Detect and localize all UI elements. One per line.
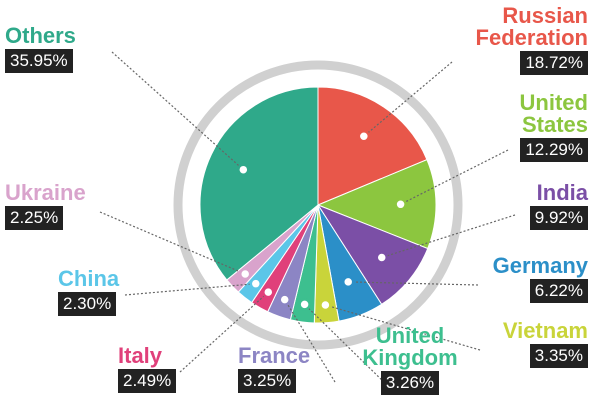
- slice-dot: [394, 198, 407, 211]
- slice-label: United States 12.29%: [448, 92, 588, 162]
- pie-slice: [316, 158, 437, 250]
- pie-slice: [316, 203, 429, 306]
- leader-line: [381, 214, 516, 259]
- slice-label: France 3.25%: [238, 345, 348, 393]
- value-label: 2.49%: [118, 369, 177, 393]
- slice-dot: [298, 298, 311, 311]
- value-label: 12.29%: [520, 138, 588, 162]
- slice-label: China 2.30%: [58, 268, 158, 316]
- value-label: 2.30%: [58, 292, 117, 316]
- value-label: 35.95%: [5, 49, 73, 73]
- pie-slice: [317, 86, 428, 206]
- slice-label: Others 35.95%: [5, 25, 125, 73]
- value-label: 3.26%: [380, 371, 440, 395]
- slice-label: Ukraine 2.25%: [5, 182, 125, 230]
- slice-dot: [375, 251, 388, 264]
- ring: [173, 60, 463, 350]
- slice-label: India 9.92%: [448, 182, 588, 230]
- value-label: 3.35%: [529, 344, 588, 368]
- category-label: United States: [519, 90, 588, 137]
- leader-line: [111, 51, 244, 171]
- leader-line: [348, 281, 479, 286]
- slice-label: United Kingdom 3.26%: [340, 325, 480, 395]
- slice-label: Italy 2.49%: [118, 345, 218, 393]
- slice-dot: [278, 293, 291, 306]
- value-label: 2.25%: [5, 206, 64, 230]
- category-label: Ukraine: [5, 180, 86, 205]
- slice-label: Vietnam 3.35%: [448, 320, 588, 368]
- leader-line: [325, 304, 481, 351]
- slice-dot: [262, 285, 275, 299]
- slice-dot: [357, 130, 371, 143]
- slice-dot: [319, 298, 332, 312]
- slice-dot: [249, 277, 263, 290]
- slice-dot: [237, 163, 250, 176]
- leader-line: [400, 149, 509, 205]
- value-label: 9.92%: [529, 206, 588, 230]
- category-label: China: [58, 266, 120, 291]
- category-label: Germany: [492, 253, 588, 278]
- category-label: India: [536, 180, 588, 205]
- slice-label: Germany 6.22%: [448, 255, 588, 303]
- category-label: United Kingdom: [362, 323, 458, 370]
- category-label: Italy: [118, 343, 163, 368]
- category-label: Russian Federation: [475, 3, 588, 50]
- leader-line: [363, 61, 453, 137]
- category-label: Vietnam: [502, 318, 588, 343]
- category-label: Others: [5, 23, 76, 48]
- slice-dot: [341, 275, 355, 289]
- slice-label: Russian Federation 18.72%: [448, 5, 588, 75]
- leader-line: [124, 283, 256, 296]
- leader-line: [284, 299, 336, 383]
- value-label: 3.25%: [238, 369, 297, 393]
- value-label: 6.22%: [529, 279, 588, 303]
- slice-dot: [238, 267, 252, 281]
- value-label: 18.72%: [520, 51, 588, 75]
- category-label: France: [238, 343, 311, 368]
- pie-slice: [199, 86, 319, 281]
